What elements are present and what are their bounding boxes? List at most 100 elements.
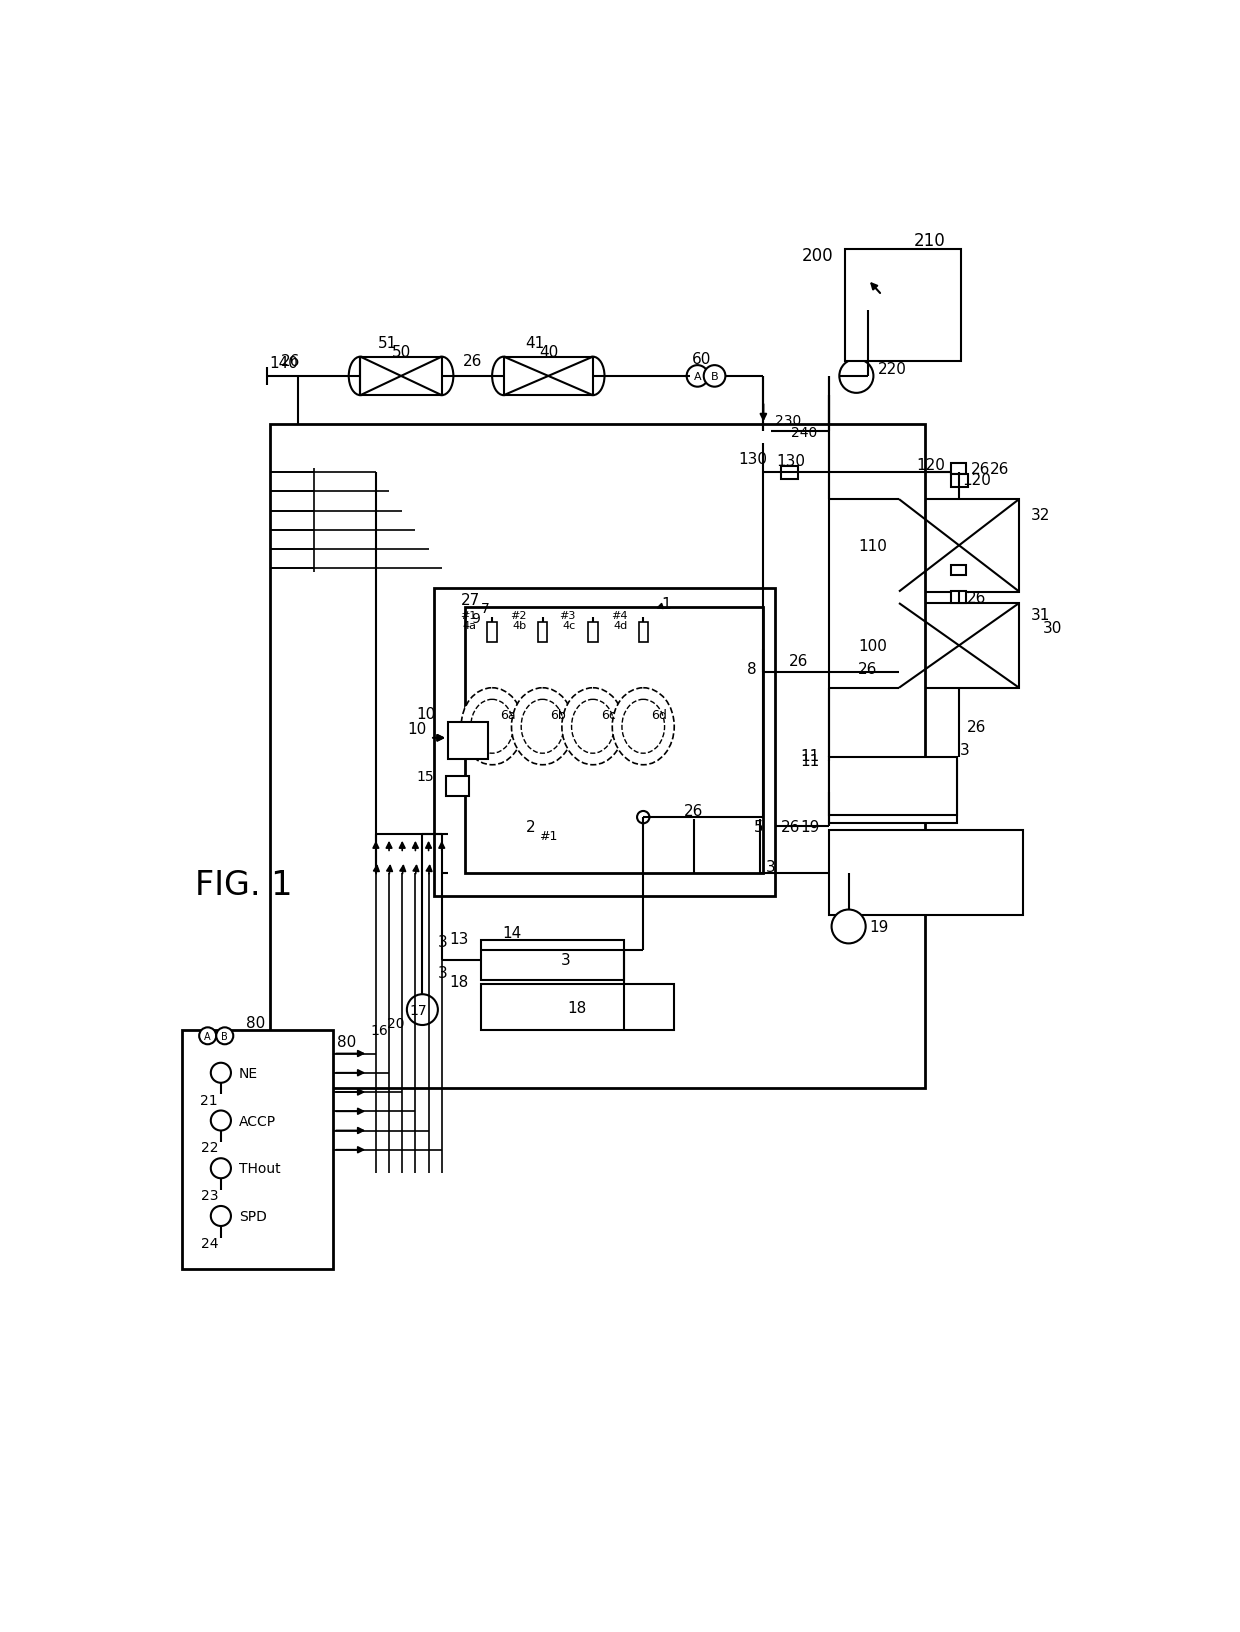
Text: 31: 31 <box>1030 607 1050 623</box>
Text: 26: 26 <box>789 654 808 669</box>
Circle shape <box>211 1062 231 1084</box>
Text: 26: 26 <box>990 462 1009 477</box>
Text: 10: 10 <box>407 721 427 736</box>
Text: 120: 120 <box>916 457 945 473</box>
Text: ACCP: ACCP <box>238 1113 275 1128</box>
Circle shape <box>839 359 873 393</box>
Text: 6d: 6d <box>651 708 667 721</box>
Text: 23: 23 <box>201 1188 218 1203</box>
Ellipse shape <box>521 700 564 754</box>
Text: 80: 80 <box>246 1015 265 1030</box>
Text: #3: #3 <box>559 610 575 620</box>
Bar <box>755 426 771 439</box>
Text: 6b: 6b <box>551 708 565 721</box>
Text: 27: 27 <box>461 592 480 607</box>
Circle shape <box>211 1159 231 1178</box>
Bar <box>830 757 957 816</box>
Text: 26: 26 <box>781 819 800 834</box>
Bar <box>951 591 966 604</box>
Text: 3: 3 <box>438 935 448 950</box>
Text: #1: #1 <box>460 610 476 620</box>
Text: 24: 24 <box>201 1235 218 1250</box>
Circle shape <box>832 911 866 943</box>
Text: 210: 210 <box>914 232 946 250</box>
Text: 8: 8 <box>746 661 756 677</box>
Bar <box>182 1031 334 1270</box>
Bar <box>951 565 966 576</box>
Text: 19: 19 <box>869 919 889 935</box>
Text: 6a: 6a <box>500 708 516 721</box>
Bar <box>588 623 598 641</box>
Circle shape <box>637 811 650 824</box>
Circle shape <box>704 366 725 387</box>
Ellipse shape <box>572 700 614 754</box>
Text: 26: 26 <box>684 805 703 819</box>
Text: 50: 50 <box>392 344 412 359</box>
Text: B: B <box>222 1031 228 1041</box>
Text: 18: 18 <box>568 1000 587 1015</box>
Ellipse shape <box>348 357 372 397</box>
Text: 18: 18 <box>450 974 469 989</box>
Text: 200: 200 <box>801 246 833 264</box>
Bar <box>270 426 925 1089</box>
Bar <box>951 475 968 488</box>
Text: 21: 21 <box>201 1093 218 1106</box>
Bar <box>781 467 799 480</box>
Text: 120: 120 <box>962 473 991 488</box>
Text: 13: 13 <box>449 930 469 947</box>
Circle shape <box>211 1206 231 1226</box>
Text: 1: 1 <box>662 596 671 612</box>
Circle shape <box>216 1028 233 1044</box>
Text: 17: 17 <box>409 1004 428 1017</box>
Text: 20: 20 <box>387 1017 404 1030</box>
Text: 41: 41 <box>525 335 544 351</box>
Bar <box>830 831 1023 916</box>
Ellipse shape <box>562 689 624 765</box>
Ellipse shape <box>511 689 573 765</box>
Circle shape <box>407 994 438 1025</box>
Circle shape <box>200 1028 216 1044</box>
Text: B: B <box>711 372 718 382</box>
Text: NE: NE <box>238 1066 258 1080</box>
Text: 130: 130 <box>738 452 768 467</box>
Ellipse shape <box>492 357 516 397</box>
Text: 6c: 6c <box>601 708 616 721</box>
Text: 16: 16 <box>371 1023 388 1038</box>
Text: 4d: 4d <box>614 620 627 630</box>
Bar <box>361 357 441 397</box>
Text: 7: 7 <box>481 602 490 615</box>
Text: 3: 3 <box>560 953 570 968</box>
Text: #1: #1 <box>539 829 558 842</box>
Bar <box>481 940 624 981</box>
Bar <box>465 607 764 873</box>
Text: 9: 9 <box>471 612 480 625</box>
Bar <box>445 777 469 796</box>
Text: 240: 240 <box>791 426 817 441</box>
Text: 10: 10 <box>417 707 435 721</box>
Bar <box>639 623 647 641</box>
Text: 3: 3 <box>438 966 448 981</box>
Text: A: A <box>693 372 702 382</box>
Bar <box>899 499 1019 592</box>
Text: 40: 40 <box>539 344 558 359</box>
Bar <box>830 762 957 823</box>
Bar <box>782 465 799 480</box>
Text: THout: THout <box>238 1162 280 1175</box>
Text: 11: 11 <box>801 749 820 764</box>
Bar <box>503 357 593 397</box>
Bar <box>481 984 675 1031</box>
Text: 130: 130 <box>776 454 805 468</box>
Ellipse shape <box>582 357 605 397</box>
Text: #2: #2 <box>511 610 527 620</box>
Text: 140: 140 <box>270 356 299 370</box>
Text: 26: 26 <box>967 591 986 605</box>
Text: 3: 3 <box>960 743 970 757</box>
Ellipse shape <box>622 700 665 754</box>
Text: 30: 30 <box>1043 620 1061 636</box>
Text: 26: 26 <box>971 462 990 477</box>
Text: 230: 230 <box>775 413 801 428</box>
Circle shape <box>687 366 708 387</box>
Text: 4a: 4a <box>463 620 476 630</box>
Text: 11: 11 <box>801 754 820 769</box>
Ellipse shape <box>461 689 523 765</box>
